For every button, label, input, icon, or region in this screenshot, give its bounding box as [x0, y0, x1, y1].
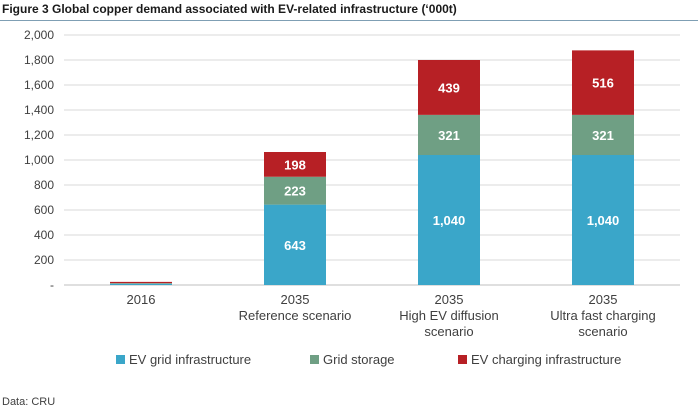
data-label: 1,040	[433, 213, 466, 228]
y-tick-label: 600	[34, 203, 54, 217]
bar-segment	[264, 204, 326, 285]
data-label: 223	[284, 184, 306, 199]
bar-segment	[418, 114, 480, 155]
bar-segment	[572, 114, 634, 155]
bar-segment	[110, 281, 172, 284]
legend: EV grid infrastructure Grid storage EV cha…	[116, 352, 621, 367]
y-tick-label: 1,200	[24, 128, 54, 142]
x-tick-label: scenario	[424, 324, 473, 339]
x-tick-label: 2016	[127, 292, 156, 307]
y-tick-label: 1,400	[24, 103, 54, 117]
y-tick-label: 800	[34, 178, 54, 192]
bar-segment	[110, 283, 172, 285]
bar-segment	[418, 155, 480, 285]
legend-swatch	[116, 355, 125, 364]
bar-segment	[418, 60, 480, 115]
y-axis-tick-labels: - 200 400 600 800 1,000 1,200 1,400 1,600 1,800 2,…	[24, 28, 54, 292]
x-tick-label: Ultra fast charging	[550, 308, 656, 323]
data-label: 321	[592, 128, 614, 143]
y-tick-label: 200	[34, 253, 54, 267]
y-tick-label: 400	[34, 228, 54, 242]
data-label: 516	[592, 76, 614, 91]
bar-segment	[264, 152, 326, 177]
x-tick-label: High EV diffusion	[399, 308, 499, 323]
y-tick-label: 1,000	[24, 153, 54, 167]
legend-label: EV grid infrastructure	[129, 352, 251, 367]
x-tick-label: scenario	[578, 324, 627, 339]
y-tick-label: 1,800	[24, 53, 54, 67]
source-note: Data: CRU	[2, 396, 56, 408]
x-tick-label: 2035	[589, 292, 618, 307]
stacked-bar-chart: - 200 400 600 800 1,000 1,200 1,400 1,600 1,800 2,…	[24, 28, 680, 367]
y-tick-label: 1,600	[24, 78, 54, 92]
data-label: 198	[284, 157, 306, 172]
data-label: 321	[438, 128, 460, 143]
bars	[110, 50, 634, 285]
title-divider	[0, 20, 698, 21]
bar-segment	[572, 50, 634, 115]
legend-label: Grid storage	[323, 352, 395, 367]
bar-segment	[110, 283, 172, 284]
data-label: 1,040	[587, 213, 620, 228]
data-label: 439	[438, 80, 460, 95]
y-tick-label: 2,000	[24, 28, 54, 42]
y-tick-label: -	[50, 278, 54, 292]
legend-label: EV charging infrastructure	[471, 352, 621, 367]
figure-title: Figure 3 Global copper demand associated…	[2, 2, 457, 16]
x-tick-label: 2035	[281, 292, 310, 307]
data-labels: 643 223 198 1,040 321 439 1,040 321 516	[284, 76, 619, 253]
bar-segment	[572, 155, 634, 285]
x-tick-label: 2035	[435, 292, 464, 307]
legend-swatch	[310, 355, 319, 364]
legend-swatch	[458, 355, 467, 364]
bar-segment	[264, 176, 326, 205]
x-tick-label: Reference scenario	[239, 308, 352, 323]
data-label: 643	[284, 238, 306, 253]
